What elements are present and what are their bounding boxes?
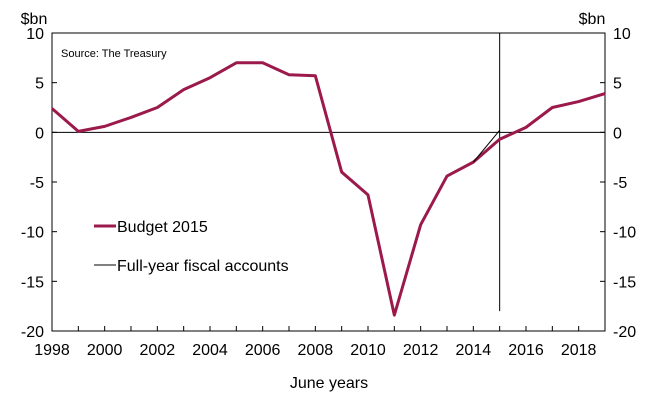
x-tick-label: 2018	[561, 342, 597, 359]
x-tick-label: 1998	[34, 342, 70, 359]
left-unit-label: $bn	[21, 11, 48, 28]
right-unit-label: $bn	[579, 11, 606, 28]
x-tick-label: 2008	[298, 342, 334, 359]
y-tick-label-left: 5	[35, 76, 44, 93]
y-tick-label-left: -15	[21, 274, 44, 291]
series-lines	[51, 33, 606, 317]
axis-ticks: -20 -20 -15 -15 -10 -10 -5 -5 0 0 5 5 10 10 1998 2000 20…	[21, 26, 636, 359]
y-tick-label-right: -15	[613, 274, 636, 291]
legend: Budget 2015 Full-year fiscal accounts	[94, 219, 289, 275]
legend-label-budget-2015: Budget 2015	[117, 219, 208, 236]
plot-frame	[51, 32, 606, 332]
y-tick-label-right: 0	[613, 125, 622, 142]
y-tick-label-left: -20	[21, 324, 44, 341]
y-tick-label-left: 0	[35, 125, 44, 142]
y-tick-label-left: 10	[26, 26, 44, 43]
x-tick-label: 2012	[403, 342, 439, 359]
source-note: Source: The Treasury	[61, 48, 167, 60]
series-line-budget-2015	[51, 61, 606, 317]
y-tick-label-right: -20	[613, 324, 636, 341]
x-tick-label: 2010	[350, 342, 386, 359]
y-tick-label-left: -5	[30, 175, 44, 192]
y-tick-label-right: -10	[613, 225, 636, 242]
x-tick-label: 2006	[245, 342, 281, 359]
y-tick-label-right: 10	[613, 26, 631, 43]
legend-label-full-year-fiscal-accounts: Full-year fiscal accounts	[117, 258, 289, 275]
x-axis-label: June years	[290, 375, 368, 392]
y-tick-label-left: -10	[21, 225, 44, 242]
y-tick-label-right: -5	[613, 175, 627, 192]
x-tick-label: 2004	[192, 342, 228, 359]
series-line-full-year-fiscal-accounts	[472, 130, 501, 163]
x-tick-label: 2016	[508, 342, 544, 359]
x-tick-label: 2000	[87, 342, 123, 359]
y-tick-label-right: 5	[613, 76, 622, 93]
x-tick-label: 2014	[456, 342, 492, 359]
x-tick-label: 2002	[140, 342, 176, 359]
